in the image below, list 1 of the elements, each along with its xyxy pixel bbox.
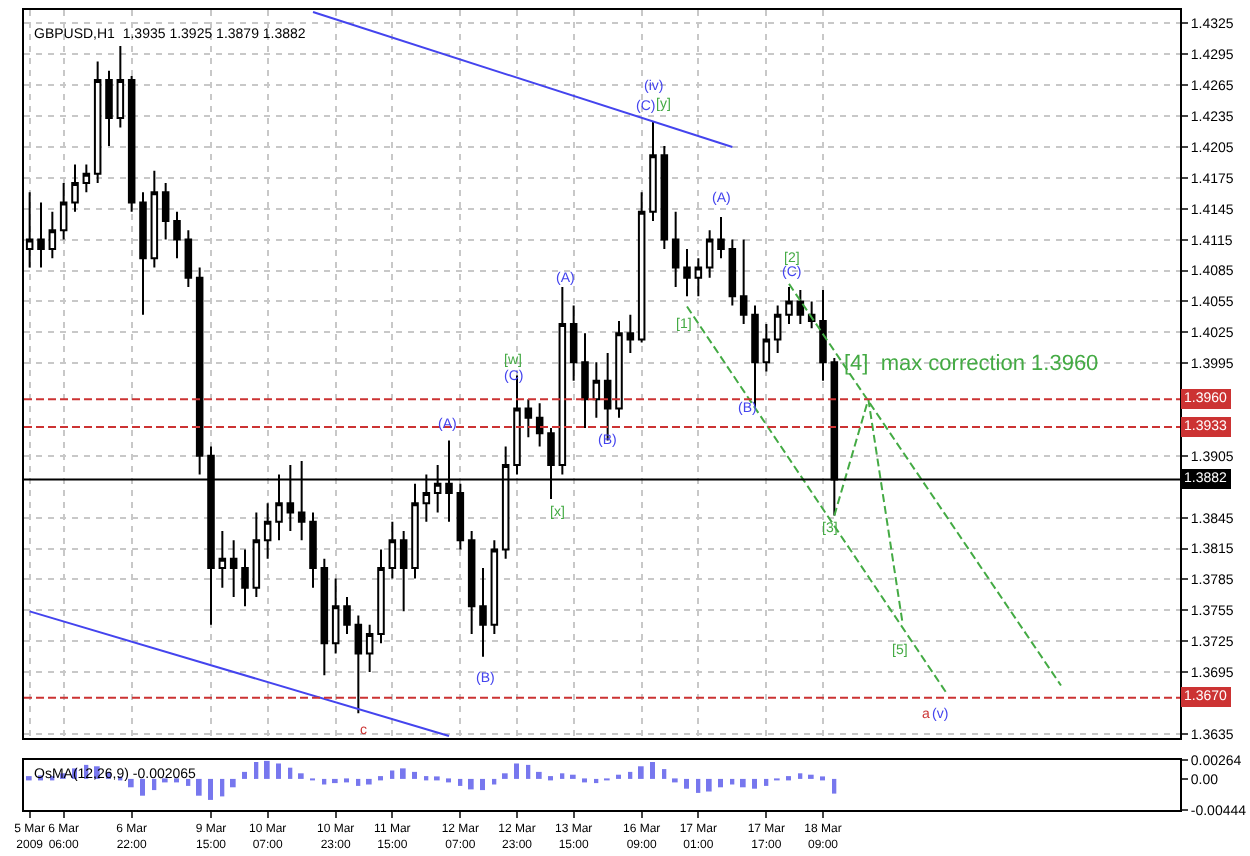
annotation: [4] max correction 1.3960 bbox=[844, 352, 1099, 376]
